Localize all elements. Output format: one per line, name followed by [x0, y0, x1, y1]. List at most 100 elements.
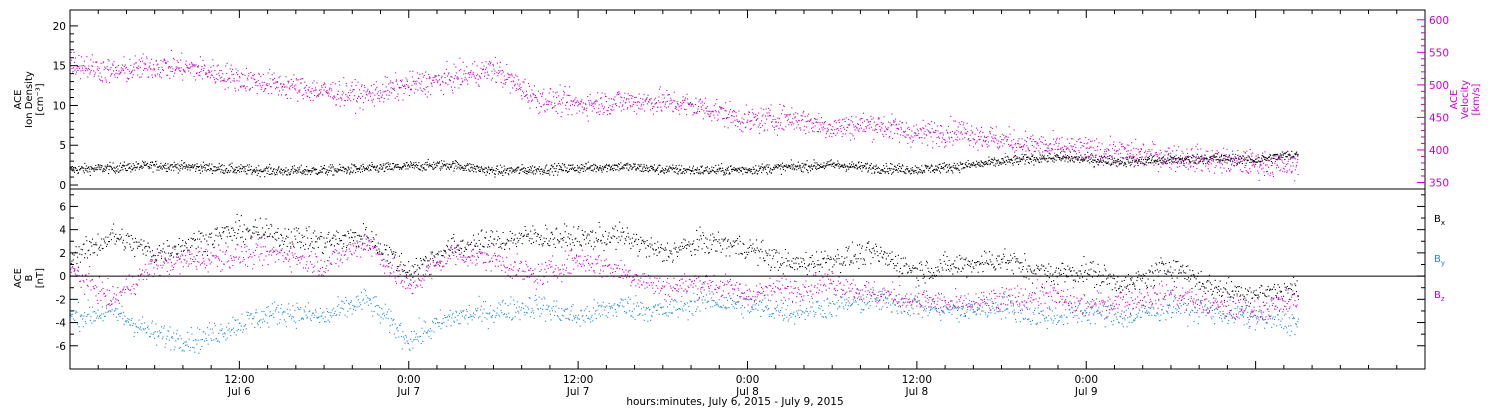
data-point [1287, 160, 1289, 162]
data-point [701, 101, 703, 103]
data-point [1033, 164, 1035, 166]
data-point [906, 127, 908, 129]
data-point [1238, 155, 1240, 157]
data-point [740, 170, 742, 172]
data-point [854, 138, 856, 140]
data-point [892, 168, 894, 170]
data-point [402, 84, 404, 86]
data-point [1282, 170, 1284, 172]
data-point [678, 171, 680, 173]
data-point [994, 137, 996, 139]
data-point [212, 170, 214, 172]
data-point [132, 168, 134, 170]
data-point [1139, 156, 1141, 158]
data-point [1187, 155, 1189, 157]
data-point [752, 173, 754, 175]
data-point [1228, 155, 1230, 157]
data-point [232, 80, 234, 82]
data-point [461, 81, 463, 83]
data-point [144, 68, 146, 70]
data-point [947, 132, 949, 134]
data-point [577, 171, 579, 173]
data-point [539, 93, 541, 95]
data-point [421, 80, 423, 82]
data-point [393, 163, 395, 165]
data-point [675, 167, 677, 169]
data-point [364, 87, 366, 89]
data-point [990, 158, 992, 160]
data-point [731, 168, 733, 170]
data-point [1181, 161, 1183, 163]
data-point [908, 126, 910, 128]
data-point [1019, 143, 1021, 145]
data-point [1271, 164, 1273, 166]
data-point [182, 168, 184, 170]
data-point [1138, 161, 1140, 163]
data-point [1132, 154, 1134, 156]
data-point [708, 173, 710, 175]
data-point [1247, 172, 1249, 174]
data-point [1284, 165, 1286, 167]
data-point [782, 167, 784, 169]
data-point [1022, 156, 1024, 158]
data-point [411, 84, 413, 86]
data-point [1064, 154, 1066, 156]
data-point [142, 53, 144, 55]
data-point [600, 98, 602, 100]
data-point [988, 159, 990, 161]
data-point [534, 97, 536, 99]
data-point [1278, 155, 1280, 157]
data-point [316, 82, 318, 84]
data-point [657, 166, 659, 168]
data-point [1226, 148, 1228, 150]
data-point [613, 167, 615, 169]
data-point [719, 169, 721, 171]
data-point [548, 172, 550, 174]
data-point [369, 164, 371, 166]
data-point [1232, 157, 1234, 159]
data-point [1237, 149, 1239, 151]
data-point [1139, 153, 1141, 155]
data-point [100, 169, 102, 171]
data-point [831, 165, 833, 167]
data-point [560, 166, 562, 168]
data-point [266, 172, 268, 174]
data-point [1188, 163, 1190, 165]
data-point [382, 91, 384, 93]
data-point [1088, 139, 1090, 141]
data-point [1033, 150, 1035, 152]
data-point [642, 166, 644, 168]
data-point [552, 107, 554, 109]
data-point [553, 174, 555, 176]
data-point [553, 168, 555, 170]
data-point [452, 161, 454, 163]
data-point [489, 62, 491, 64]
data-point [664, 103, 666, 105]
data-point [249, 88, 251, 90]
data-point [555, 168, 557, 170]
data-point [1055, 155, 1057, 157]
data-point [604, 165, 606, 167]
data-point [1172, 150, 1174, 152]
data-point [143, 69, 145, 71]
data-point [1297, 155, 1299, 157]
data-point [765, 165, 767, 167]
data-point [1169, 166, 1171, 168]
data-point [333, 174, 335, 176]
data-point [845, 170, 847, 172]
data-point [956, 163, 958, 165]
data-point [423, 74, 425, 76]
data-point [1246, 160, 1248, 162]
data-point [619, 168, 621, 170]
data-point [789, 165, 791, 167]
data-point [528, 168, 530, 170]
data-point [575, 97, 577, 99]
data-point [638, 164, 640, 166]
data-point [611, 106, 613, 108]
data-point [207, 76, 209, 78]
data-point [949, 167, 951, 169]
data-point [359, 169, 361, 171]
data-point [324, 83, 326, 85]
data-point [538, 166, 540, 168]
data-point [1210, 155, 1212, 157]
